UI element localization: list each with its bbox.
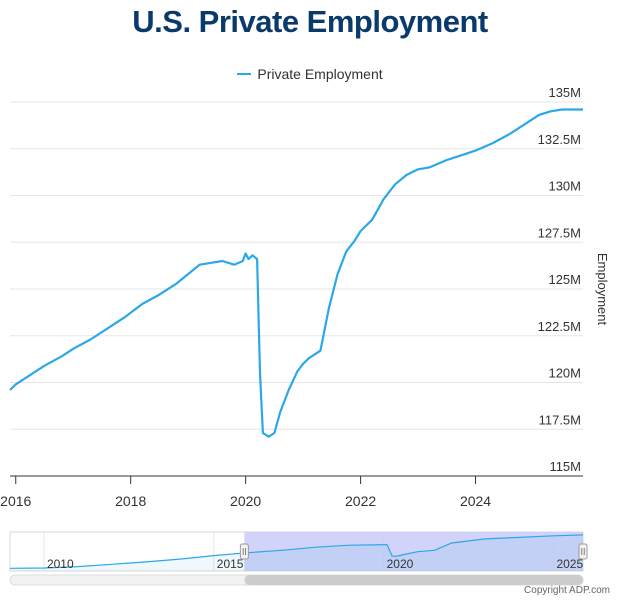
- x-tick-label: 2024: [460, 493, 491, 509]
- x-tick-label: 2020: [230, 493, 261, 509]
- y-tick-label: 125M: [548, 272, 581, 287]
- y-tick-label: 120M: [548, 366, 581, 381]
- y-tick-label: 115M: [549, 459, 581, 474]
- chart-title: U.S. Private Employment: [132, 4, 488, 39]
- navigator-tick-label: 2020: [387, 557, 414, 571]
- y-tick-label: 117.5M: [539, 412, 581, 427]
- y-tick-label: 135M: [548, 85, 581, 100]
- y-axis-title: Employment: [595, 253, 610, 326]
- y-tick-label: 127.5M: [538, 225, 581, 240]
- y-tick-label: 130M: [548, 179, 581, 194]
- legend-swatch: [237, 73, 252, 76]
- navigator-selected-range: [244, 532, 583, 571]
- navigator-area: [10, 534, 583, 571]
- legend-label: Private Employment: [257, 66, 383, 82]
- series-line-private-employment: [9, 108, 583, 438]
- navigator-left-handle[interactable]: [239, 543, 249, 560]
- y-tick-label: 122.5M: [538, 319, 581, 334]
- navigator-line: [9, 534, 584, 569]
- navigator-tick-label: 2015: [217, 557, 244, 571]
- x-tick-label: 2016: [0, 493, 31, 509]
- navigator-tick-label: 2025: [556, 557, 583, 571]
- y-tick-label: 132.5M: [538, 132, 581, 147]
- scrollbar-thumb[interactable]: [244, 575, 583, 585]
- legend[interactable]: Private Employment: [0, 66, 620, 82]
- copyright-text: Copyright ADP.com: [524, 585, 610, 596]
- navigator-tick-label: 2010: [47, 557, 74, 571]
- x-tick-label: 2022: [345, 493, 376, 509]
- navigator-right-handle[interactable]: [578, 543, 588, 560]
- x-tick-label: 2018: [115, 493, 146, 509]
